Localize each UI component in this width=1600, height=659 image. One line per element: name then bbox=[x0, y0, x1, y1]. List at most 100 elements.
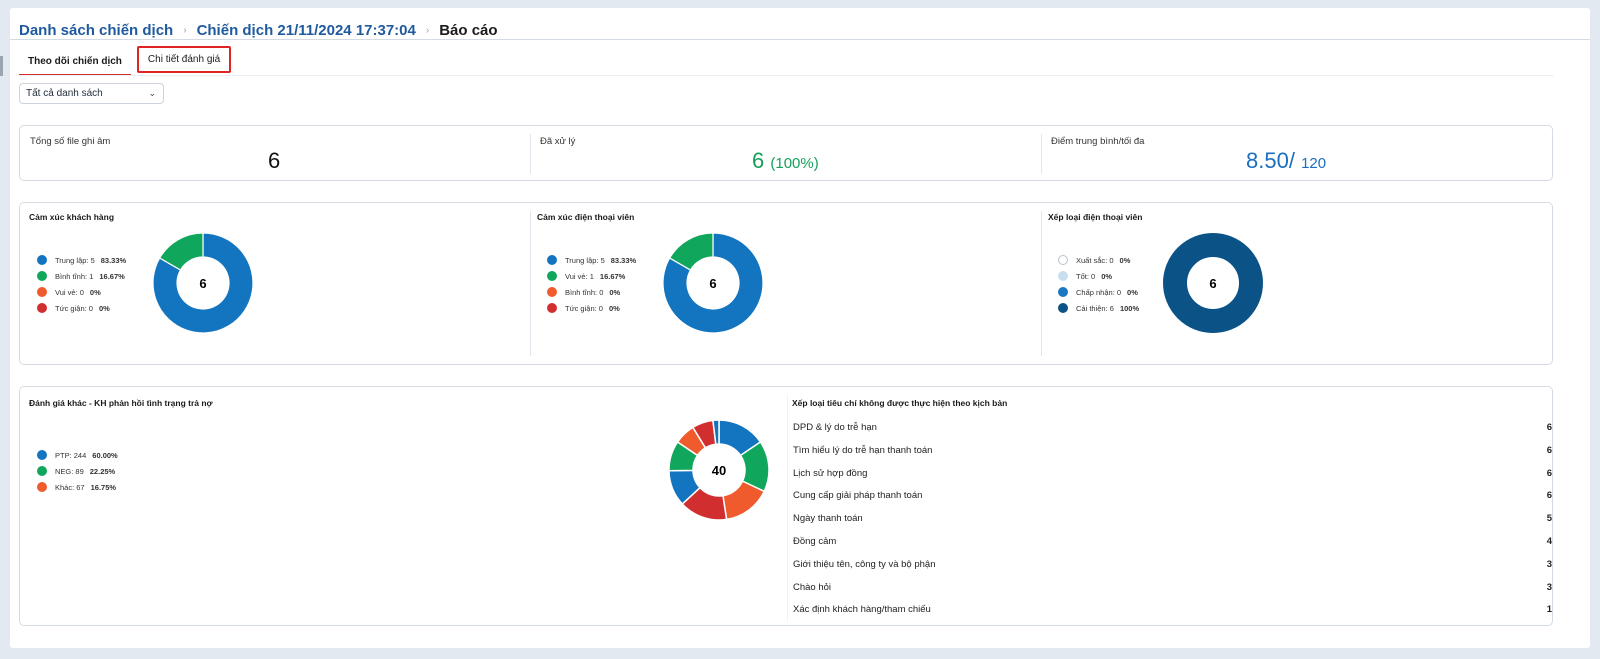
stat-total-files: Tổng số file ghi âm 6 bbox=[20, 126, 530, 180]
criteria-name: Chào hỏi bbox=[793, 581, 832, 593]
legend-item: Tức giận: 0 0% bbox=[547, 300, 636, 316]
legend-percent: 0% bbox=[1101, 271, 1113, 281]
legend-percent: 0% bbox=[609, 287, 621, 297]
summary-stats-card: Tổng số file ghi âm 6 Đã xử lý 6 (100%) … bbox=[19, 125, 1553, 181]
report-page: Danh sách chiến dịch › Chiến dịch 21/11/… bbox=[10, 8, 1590, 648]
legend-item: Tức giận: 0 0% bbox=[37, 300, 126, 316]
criteria-title: Xếp loại tiêu chí không được thực hiện t… bbox=[792, 398, 1008, 408]
evaluation-criteria-card bbox=[19, 386, 1553, 626]
legend-label: Tốt: 0 bbox=[1076, 271, 1096, 281]
criteria-name: DPD & lý do trễ hạn bbox=[793, 422, 877, 433]
stat-total-label: Tổng số file ghi âm bbox=[30, 136, 111, 147]
criteria-list: DPD & lý do trễ hạn 6 Tìm hiểu lý do trễ h… bbox=[790, 418, 1555, 623]
stat-processed-value: 6 (100%) bbox=[752, 148, 819, 174]
criteria-count: 6 bbox=[1546, 422, 1552, 433]
stat-processed-count: 6 bbox=[752, 148, 765, 173]
legend-percent: 0% bbox=[89, 287, 101, 297]
list-filter-value: Tất cả danh sách bbox=[26, 88, 103, 99]
breadcrumb-campaign[interactable]: Chiến dịch 21/11/2024 17:37:04 bbox=[196, 21, 416, 39]
breadcrumb: Danh sách chiến dịch › Chiến dịch 21/11/… bbox=[19, 15, 498, 45]
criteria-count: 4 bbox=[1546, 535, 1552, 547]
legend-dot bbox=[37, 287, 47, 297]
section-divider bbox=[787, 395, 788, 621]
legend-dot bbox=[547, 303, 557, 313]
legend-percent: 0% bbox=[608, 303, 620, 313]
stat-score-label: Điểm trung bình/tối đa bbox=[1051, 136, 1145, 147]
other-eval-slice bbox=[712, 419, 720, 446]
stat-score-max: 120 bbox=[1301, 155, 1327, 172]
criteria-count: 3 bbox=[1546, 581, 1552, 593]
left-scroll-indicator bbox=[0, 56, 3, 76]
legend-item: Chấp nhận: 0 0% bbox=[1058, 284, 1139, 300]
legend-percent: 60.00% bbox=[92, 450, 118, 460]
legend-dot bbox=[1058, 303, 1068, 313]
criteria-count: 6 bbox=[1546, 490, 1552, 502]
stat-processed-label: Đã xử lý bbox=[540, 136, 576, 147]
agent-rating-legend: Xuất sắc: 0 0% Tốt: 0 0% Chấp nhận: 0 0% Cả… bbox=[1058, 252, 1139, 316]
criteria-name: Ngày thanh toán bbox=[793, 513, 863, 525]
criteria-row: Đồng cảm 4 bbox=[790, 532, 1555, 555]
tab-evaluation-detail[interactable]: Chi tiết đánh giá bbox=[136, 46, 232, 73]
legend-dot bbox=[1058, 287, 1068, 297]
stat-processed: Đã xử lý 6 (100%) bbox=[530, 126, 1041, 180]
agent-emotion-slice bbox=[662, 232, 764, 334]
legend-label: Vui vẻ: 0 bbox=[55, 287, 84, 297]
tab-campaign-tracking[interactable]: Theo dõi chiến dịch bbox=[19, 48, 131, 76]
criteria-name: Giới thiệu tên, công ty và bộ phận bbox=[793, 558, 936, 570]
legend-item: Trung lập: 5 83.33% bbox=[547, 252, 636, 268]
legend-dot bbox=[547, 271, 557, 281]
legend-item: Xuất sắc: 0 0% bbox=[1058, 252, 1139, 268]
legend-item: NEG: 89 22.25% bbox=[37, 463, 118, 479]
criteria-count: 1 bbox=[1546, 604, 1552, 616]
legend-item: Bình tĩnh: 0 0% bbox=[547, 284, 636, 300]
agent-rating-center: 6 bbox=[1209, 276, 1216, 291]
legend-percent: 16.67% bbox=[599, 271, 626, 281]
header-divider bbox=[10, 39, 1590, 40]
agent-rating-donut: 6 bbox=[1163, 233, 1263, 333]
criteria-row: Xác định khách hàng/tham chiếu 1 bbox=[790, 600, 1555, 623]
other-eval-legend: PTP: 244 60.00% NEG: 89 22.25% Khác: 67 16.… bbox=[37, 447, 118, 495]
agent-rating-slice bbox=[1163, 233, 1263, 333]
legend-percent: 0% bbox=[98, 303, 110, 313]
stat-divider bbox=[530, 134, 531, 174]
legend-dot bbox=[37, 482, 47, 492]
agent-emotion-slice bbox=[668, 232, 714, 271]
legend-label: Vui vẻ: 1 bbox=[565, 271, 594, 281]
legend-percent: 100% bbox=[1119, 303, 1140, 313]
legend-dot bbox=[37, 450, 47, 460]
emotion-rating-card bbox=[19, 202, 1553, 365]
legend-item: Bình tĩnh: 1 16.67% bbox=[37, 268, 126, 284]
customer-emotion-center: 6 bbox=[199, 276, 206, 291]
legend-label: NEG: 89 bbox=[55, 466, 84, 476]
criteria-count: 6 bbox=[1546, 467, 1552, 479]
tabs-divider bbox=[19, 75, 1554, 76]
page-title: Báo cáo bbox=[439, 21, 498, 39]
stat-score-value: 8.50/ 120 bbox=[1246, 148, 1326, 174]
agent-emotion-legend: Trung lập: 5 83.33% Vui vẻ: 1 16.67% Bình … bbox=[547, 252, 636, 316]
legend-item: Tốt: 0 0% bbox=[1058, 268, 1139, 284]
legend-item: Khác: 67 16.75% bbox=[37, 479, 118, 495]
criteria-row: Giới thiệu tên, công ty và bộ phận 3 bbox=[790, 555, 1555, 578]
legend-label: Bình tĩnh: 0 bbox=[565, 287, 604, 297]
legend-dot bbox=[37, 271, 47, 281]
agent-emotion-center: 6 bbox=[709, 276, 716, 291]
legend-item: PTP: 244 60.00% bbox=[37, 447, 118, 463]
customer-emotion-slice bbox=[158, 232, 204, 271]
stat-total-value: 6 bbox=[268, 148, 281, 173]
legend-label: Xuất sắc: 0 bbox=[1076, 255, 1114, 265]
legend-label: PTP: 244 bbox=[55, 450, 87, 460]
other-eval-center: 40 bbox=[712, 463, 726, 478]
legend-label: Trung lập: 5 bbox=[565, 255, 605, 265]
criteria-name: Lịch sử hợp đồng bbox=[793, 467, 868, 479]
legend-item: Vui vẻ: 1 16.67% bbox=[547, 268, 636, 284]
breadcrumb-campaign-list[interactable]: Danh sách chiến dịch bbox=[19, 21, 174, 39]
stat-score-average: 8.50/ bbox=[1246, 148, 1295, 173]
criteria-row: DPD & lý do trễ hạn 6 bbox=[790, 418, 1555, 441]
stat-processed-percent: (100%) bbox=[770, 155, 819, 172]
legend-percent: 16.75% bbox=[90, 482, 117, 492]
agent-rating-title: Xếp loại điện thoại viên bbox=[1048, 212, 1143, 222]
list-filter-select[interactable]: Tất cả danh sách ⌄ bbox=[19, 83, 164, 104]
legend-dot bbox=[1058, 271, 1068, 281]
criteria-row: Lịch sử hợp đồng 6 bbox=[790, 464, 1555, 487]
legend-percent: 22.25% bbox=[89, 466, 116, 476]
